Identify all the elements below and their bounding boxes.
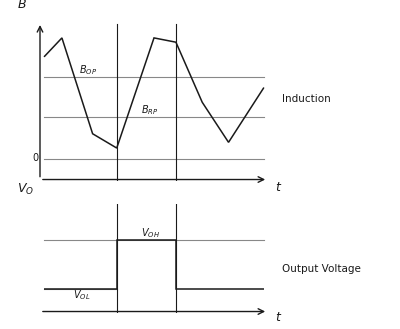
Text: $V_O$: $V_O$ bbox=[17, 182, 34, 197]
Text: $t$: $t$ bbox=[275, 181, 282, 194]
Text: 0: 0 bbox=[32, 153, 38, 163]
Text: $B_{OP}$: $B_{OP}$ bbox=[80, 63, 98, 77]
Text: Output Voltage: Output Voltage bbox=[282, 264, 360, 274]
Text: $B_{RP}$: $B_{RP}$ bbox=[141, 103, 158, 117]
Text: $t$: $t$ bbox=[275, 311, 282, 324]
Text: $V_{OH}$: $V_{OH}$ bbox=[141, 226, 160, 240]
Text: Induction: Induction bbox=[282, 94, 330, 104]
Text: $V_{OL}$: $V_{OL}$ bbox=[73, 288, 90, 302]
Text: $B$: $B$ bbox=[17, 0, 27, 11]
